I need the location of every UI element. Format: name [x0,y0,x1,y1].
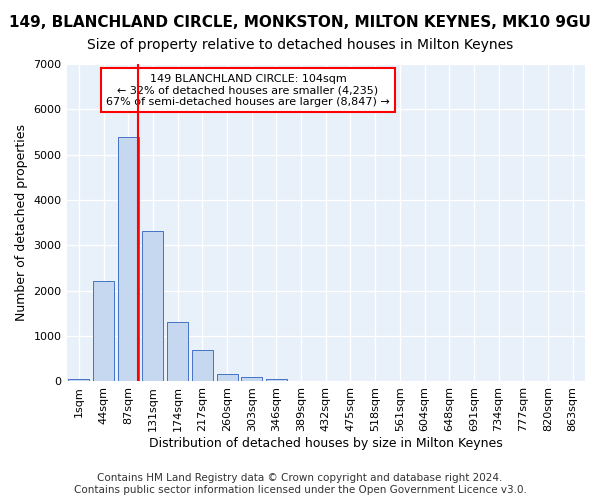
Bar [266,379,287,382]
Text: 149, BLANCHLAND CIRCLE, MONKSTON, MILTON KEYNES, MK10 9GU: 149, BLANCHLAND CIRCLE, MONKSTON, MILTON… [9,15,591,30]
Text: Contains HM Land Registry data © Crown copyright and database right 2024.
Contai: Contains HM Land Registry data © Crown c… [74,474,526,495]
Text: Size of property relative to detached houses in Milton Keynes: Size of property relative to detached ho… [87,38,513,52]
Bar [241,377,262,382]
Text: 149 BLANCHLAND CIRCLE: 104sqm
← 32% of detached houses are smaller (4,235)
67% o: 149 BLANCHLAND CIRCLE: 104sqm ← 32% of d… [106,74,390,106]
Bar [93,281,114,382]
Bar [68,379,89,382]
Bar [192,350,213,382]
Bar [118,136,139,382]
Bar [167,322,188,382]
Bar [217,374,238,382]
Bar [142,231,163,382]
Y-axis label: Number of detached properties: Number of detached properties [15,124,28,321]
X-axis label: Distribution of detached houses by size in Milton Keynes: Distribution of detached houses by size … [149,437,503,450]
